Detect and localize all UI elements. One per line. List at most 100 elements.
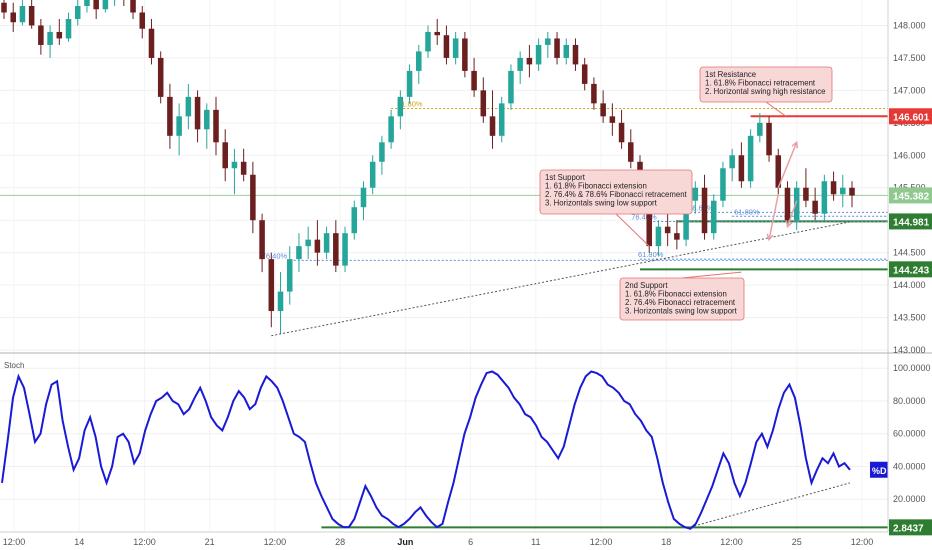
time-tick-label: 12:00	[3, 537, 26, 547]
candle-body	[545, 38, 551, 45]
candle-body	[701, 187, 708, 234]
time-tick-label: 14	[74, 537, 84, 547]
candle-body	[93, 0, 99, 10]
resistance-price-tag-bg	[889, 108, 932, 125]
support-1-price-tag: 144.981	[893, 217, 930, 228]
time-tick-label: 12:00	[851, 537, 874, 547]
candle-body	[554, 38, 560, 58]
trendlines	[271, 140, 853, 337]
candle-body	[471, 70, 477, 91]
callout-text: 3. Horizontals swing low support	[545, 199, 658, 208]
candle-body	[489, 116, 496, 136]
stoch-series-line	[1, 370, 851, 530]
candle-body	[176, 116, 182, 136]
candles	[1, 0, 855, 334]
projection-arrowhead	[766, 233, 774, 242]
stoch-tick-label: 40.0000	[893, 461, 926, 471]
fib-label: 61.80%	[734, 207, 760, 216]
candle-body	[710, 200, 717, 234]
projection-arrowhead	[791, 140, 799, 149]
price-tick-label: 143.500	[893, 313, 926, 323]
time-tick-label: Jun	[397, 537, 413, 547]
callout-text: 1st Support	[545, 173, 586, 182]
candle-body	[729, 155, 735, 169]
candle-body	[480, 90, 487, 117]
candle-body	[563, 44, 570, 58]
candle-body	[462, 38, 468, 71]
callout-box	[539, 169, 693, 215]
time-tick-label: 12:00	[720, 537, 743, 547]
support-1-price-tag-bg	[889, 213, 932, 230]
candle-body	[766, 122, 772, 156]
candle-body	[849, 187, 855, 196]
callout-text: 1st Resistance	[705, 70, 756, 79]
candle-body	[314, 239, 321, 253]
candle-body	[692, 187, 699, 201]
candle-body	[167, 96, 173, 136]
stoch-series-tag-bg	[870, 461, 888, 478]
candle-body	[830, 181, 837, 195]
price-tick-label: 143.000	[893, 345, 926, 355]
time-tick-label: 12:00	[590, 537, 613, 547]
candle-body	[840, 187, 846, 195]
time-tick-label: 6	[468, 537, 473, 547]
candle-body	[572, 44, 579, 65]
candle-body	[28, 6, 35, 26]
stoch-tick-label: 60.0000	[893, 429, 926, 439]
candle-body	[600, 103, 606, 117]
last-price-tag-bg	[889, 187, 932, 204]
candle-body	[74, 6, 81, 19]
stoch-level-tag-bg	[889, 519, 932, 536]
candle-body	[406, 70, 413, 97]
candle-body	[803, 187, 809, 201]
fib-label: 61.80%	[638, 250, 664, 259]
candle-body	[19, 6, 26, 23]
candle-body	[434, 31, 440, 36]
callout-box	[699, 66, 833, 103]
time-tick-label: 12:00	[264, 537, 287, 547]
stoch-tick-label: 20.0000	[893, 494, 926, 504]
candle-body	[38, 25, 44, 45]
candle-body	[56, 31, 63, 39]
candle-body	[379, 142, 385, 162]
candle-body	[194, 96, 201, 130]
candle-body	[664, 226, 671, 234]
candle-body	[526, 57, 533, 65]
callout-text: 1. 61.8% Fibonacci retracement	[705, 79, 816, 88]
candle-body	[646, 200, 652, 247]
resistance-price-tag: 146.601	[893, 112, 930, 123]
candle-body	[351, 207, 358, 234]
candle-body	[130, 0, 136, 13]
candle-body	[425, 31, 431, 52]
price-tick-label: 147.000	[893, 85, 926, 95]
fib-label: 76.40%	[262, 251, 288, 260]
callout-text: 2. 76.4% & 78.6% Fibonacci retracement	[545, 190, 688, 199]
candle-body	[148, 28, 155, 58]
candle-body	[397, 96, 404, 117]
candle-body	[747, 135, 754, 182]
candle-body	[296, 246, 302, 260]
candle-body	[277, 291, 284, 312]
price-tick-label: 144.500	[893, 248, 926, 258]
candle-body	[47, 31, 53, 45]
candle-body	[342, 233, 348, 266]
candle-body	[628, 142, 634, 162]
stoch-tick-label: 80.0000	[893, 396, 926, 406]
candle-body	[452, 38, 459, 58]
candle-body	[416, 51, 422, 71]
candle-body	[720, 168, 726, 201]
callout-text: 2. Horizontal swing high resistance	[705, 87, 825, 96]
candle-body	[388, 116, 394, 143]
stoch-grid	[0, 367, 888, 500]
callout-text: 3. Horizontals swing low support	[625, 307, 738, 316]
candle-body	[738, 155, 745, 182]
price-tick-label: 146.000	[893, 150, 926, 160]
candle-body	[286, 259, 293, 292]
candle-body	[65, 18, 72, 39]
stoch-level-tag: 2.8437	[893, 523, 924, 534]
candle-body	[618, 122, 625, 143]
support-2-price-tag: 144.243	[893, 265, 930, 276]
stoch-series-tag: %D	[872, 466, 887, 476]
